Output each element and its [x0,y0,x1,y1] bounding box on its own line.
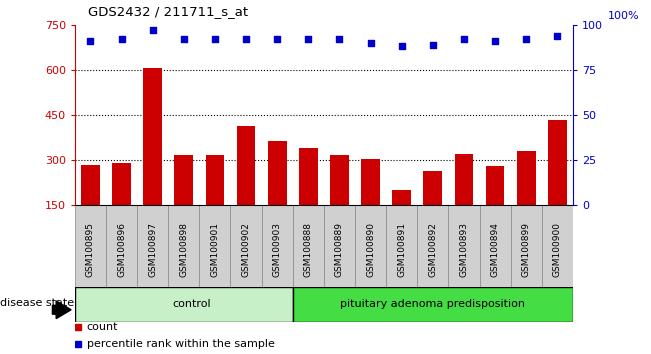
Bar [542,205,573,294]
Bar [206,155,224,205]
Text: GSM100902: GSM100902 [242,222,251,277]
Text: 100%: 100% [608,11,639,21]
Point [365,40,376,46]
Text: GSM100892: GSM100892 [428,222,437,277]
Bar [361,159,380,205]
Bar [299,148,318,205]
Text: pituitary adenoma predisposition: pituitary adenoma predisposition [340,299,525,309]
Bar [486,166,505,205]
Bar [548,120,566,205]
Bar [480,205,510,294]
Bar [293,287,573,322]
Point [521,36,531,42]
Point [396,44,407,49]
Bar [137,205,168,294]
Text: GSM100889: GSM100889 [335,222,344,277]
Bar [75,205,106,294]
Text: GSM100896: GSM100896 [117,222,126,277]
Bar [449,205,480,294]
Point [459,36,469,42]
Bar [355,205,386,294]
Bar [143,68,162,205]
Bar [199,205,230,294]
Text: GDS2432 / 211711_s_at: GDS2432 / 211711_s_at [88,5,248,18]
FancyArrow shape [52,301,71,319]
Text: GSM100894: GSM100894 [491,222,499,277]
Point [178,36,189,42]
Point [85,38,96,44]
Point [428,42,438,47]
Text: disease state: disease state [0,298,74,308]
Text: percentile rank within the sample: percentile rank within the sample [87,339,275,349]
Bar [168,205,199,294]
Bar [423,171,442,205]
Bar [112,163,131,205]
Bar [417,205,449,294]
Bar [230,205,262,294]
Point [552,33,562,39]
Text: GSM100891: GSM100891 [397,222,406,277]
Text: GSM100890: GSM100890 [366,222,375,277]
Text: GSM100899: GSM100899 [521,222,531,277]
Bar [81,165,100,205]
Text: GSM100895: GSM100895 [86,222,95,277]
Point [148,27,158,33]
Text: GSM100898: GSM100898 [179,222,188,277]
Text: control: control [173,299,211,309]
Point [210,36,220,42]
Bar [454,154,473,205]
Bar [393,190,411,205]
Bar [106,205,137,294]
Point [303,36,314,42]
Bar [386,205,417,294]
Bar [262,205,293,294]
Bar [517,151,536,205]
Point [117,36,127,42]
Bar [75,287,293,322]
Bar [174,155,193,205]
Bar [324,205,355,294]
Text: GSM100901: GSM100901 [210,222,219,277]
Bar [330,155,349,205]
Text: GSM100888: GSM100888 [304,222,313,277]
Bar [510,205,542,294]
Text: GSM100897: GSM100897 [148,222,157,277]
Text: GSM100900: GSM100900 [553,222,562,277]
Text: GSM100903: GSM100903 [273,222,282,277]
Text: GSM100893: GSM100893 [460,222,469,277]
Point [272,36,283,42]
Point [334,36,344,42]
Text: count: count [87,321,118,332]
Bar [293,205,324,294]
Point [490,38,500,44]
Point [241,36,251,42]
Bar [268,141,286,205]
Bar [237,126,255,205]
